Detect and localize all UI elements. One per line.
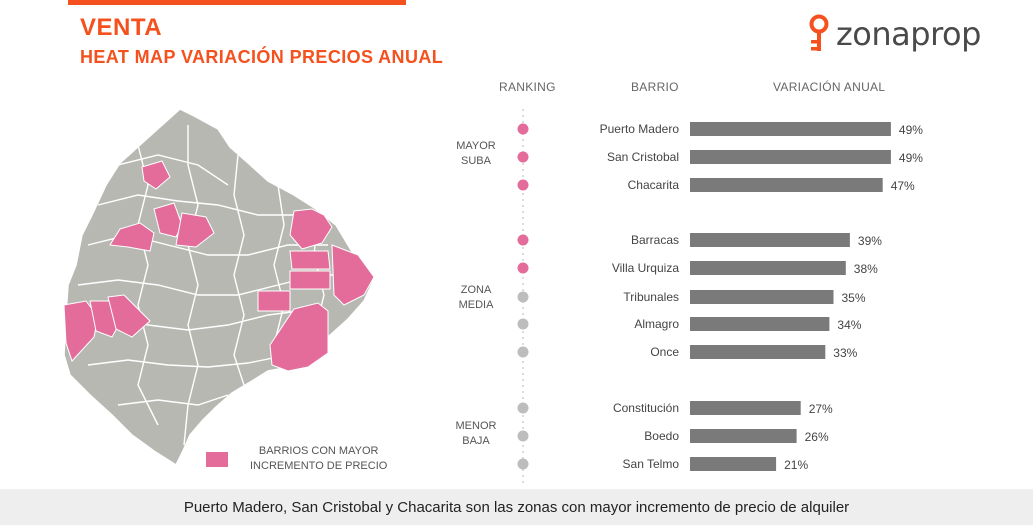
ranking-dot-villa-urquiza [517,262,529,274]
bar-boedo [690,429,797,443]
group-label-line: MAYOR [456,140,496,152]
bar-puerto-madero [690,122,891,136]
group-label-menor-baja: MENOR BAJA [446,419,506,449]
bar-villa-urquiza [690,261,846,275]
barrio-label-chacarita: Chacarita [628,178,680,192]
column-header-variacion: VARIACIÓN ANUAL [773,80,886,94]
group-label-line: SUBA [461,155,491,167]
ranking-dot-once [517,346,529,358]
ranking-dot-san-cristobal [517,151,529,163]
map-base [63,108,375,465]
value-label-almagro: 34% [837,318,861,332]
value-label-puerto-madero: 49% [899,123,923,137]
logo-wordmark: zonaprop [836,15,981,53]
ranking-dot-almagro [517,318,529,330]
ranking-bar-chart: Puerto Madero 49% San Cristobal 49% Chacarit… [517,109,923,484]
value-label-san-telmo: 21% [784,458,808,472]
bar-once [690,345,826,359]
ranking-dot-barracas [517,234,529,246]
ranking-dot-chacarita [517,179,529,191]
ranking-dot-san-telmo [517,458,529,470]
barrio-label-villa-urquiza: Villa Urquiza [612,261,679,275]
value-label-villa-urquiza: 38% [854,262,878,276]
legend-label: BARRIOS CON MAYOR INCREMENTO DE PRECIO [250,444,387,474]
page-subtitle: HEAT MAP VARIACIÓN PRECIOS ANUAL [80,47,444,67]
heat-map [63,108,375,465]
bar-tribunales [690,290,834,304]
group-label-zona-media: ZONA MEDIA [446,283,506,313]
value-label-chacarita: 47% [891,179,915,193]
group-label-line: BAJA [462,435,490,447]
barrio-label-constitucion: Constitución [613,401,679,415]
bar-chacarita [690,178,883,192]
barrio-label-san-cristobal: San Cristobal [607,150,679,164]
column-header-barrio: BARRIO [631,80,679,94]
bar-barracas [690,233,850,247]
group-label-line: MENOR [455,420,497,432]
ranking-dot-constitucion [517,402,529,414]
legend-line-1: BARRIOS CON MAYOR [258,445,379,457]
zonaprop-logo: zonaprop [806,12,981,56]
legend-line-2: INCREMENTO DE PRECIO [250,460,388,472]
column-header-ranking: RANKING [499,80,556,94]
barrio-label-tribunales: Tribunales [623,290,679,304]
bar-san-telmo [690,457,777,471]
barrio-label-puerto-madero: Puerto Madero [600,122,680,136]
footer-banner: Puerto Madero, San Cristobal y Chacarita… [0,489,1033,525]
ranking-dot-tribunales [517,291,529,303]
bar-almagro [690,317,830,331]
group-label-mayor-suba: MAYOR SUBA [446,139,506,169]
key-icon [809,14,829,51]
barrio-label-barracas: Barracas [631,233,679,247]
group-label-line: MEDIA [458,299,494,311]
barrio-label-once: Once [650,345,679,359]
value-label-tribunales: 35% [842,291,866,305]
value-label-san-cristobal: 49% [899,151,923,165]
barrio-label-almagro: Almagro [634,317,679,331]
value-label-boedo: 26% [805,430,829,444]
map-highlighted-barrios [63,160,375,372]
ranking-dot-puerto-madero [517,123,529,135]
value-label-barracas: 39% [858,234,882,248]
value-label-constitucion: 27% [809,402,833,416]
legend-swatch [206,452,228,467]
bar-san-cristobal [690,150,891,164]
barrio-label-boedo: Boedo [644,429,679,443]
ranking-dot-boedo [517,430,529,442]
barrio-label-san-telmo: San Telmo [623,457,680,471]
footer-text: Puerto Madero, San Cristobal y Chacarita… [183,499,850,516]
value-label-once: 33% [833,346,857,360]
bar-constitucion [690,401,801,415]
top-accent-bar [68,0,406,5]
page-title: VENTA [80,14,163,41]
group-label-line: ZONA [460,284,492,296]
